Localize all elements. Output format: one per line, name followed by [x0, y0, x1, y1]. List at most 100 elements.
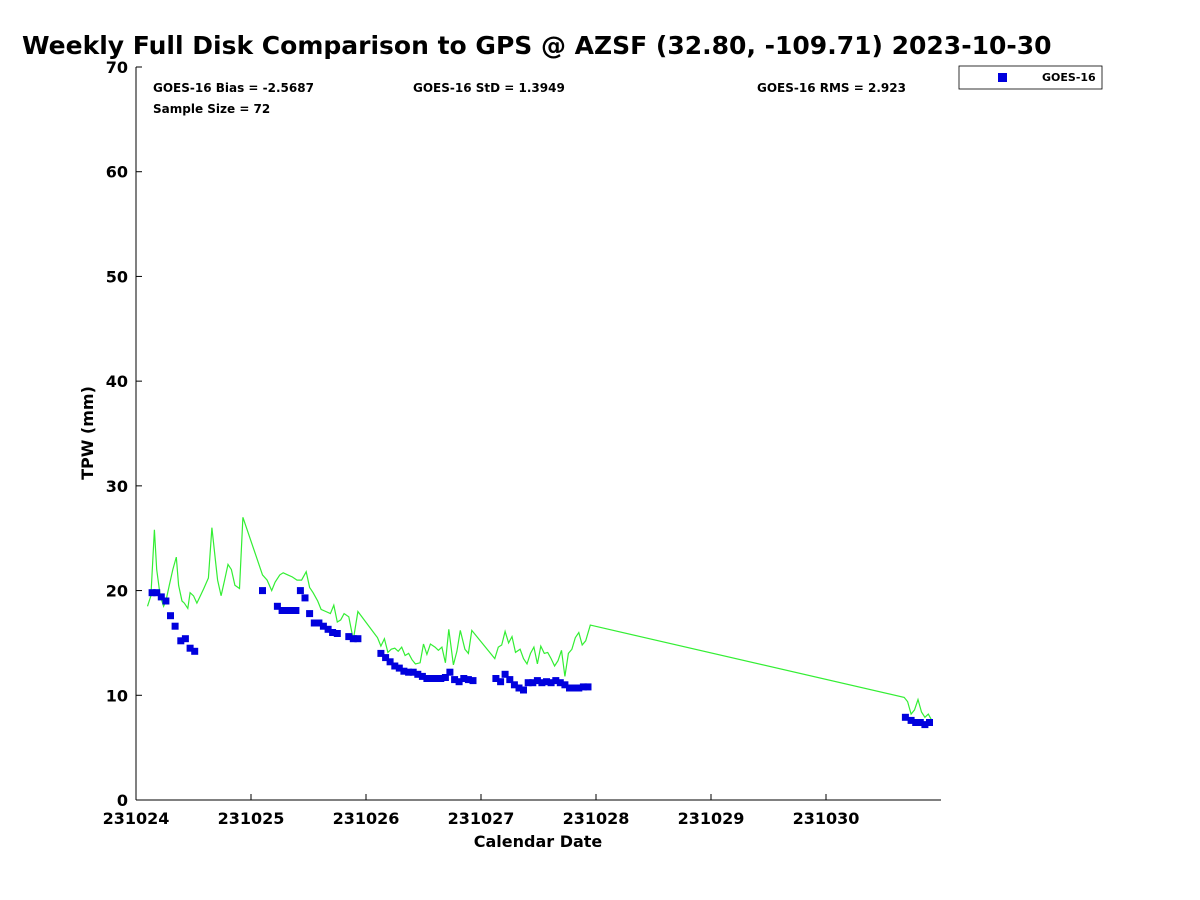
goes16-point: [533, 677, 541, 685]
goes16-point: [400, 667, 408, 675]
goes16-point: [492, 675, 500, 682]
legend: GOES-16: [958, 65, 1103, 90]
goes16-point: [283, 607, 291, 614]
y-tick-label: 0: [117, 791, 128, 810]
goes16-point: [418, 672, 426, 680]
goes16-point: [547, 679, 555, 687]
goes16-point: [186, 644, 194, 652]
legend-box: [958, 65, 1103, 90]
legend-marker-goes16: [998, 73, 1007, 82]
x-tick-label: 231024: [103, 809, 170, 828]
goes16-point: [167, 612, 174, 620]
goes16-point: [301, 594, 309, 602]
goes16-point: [148, 589, 156, 597]
goes16-point: [391, 662, 399, 670]
goes16-point: [912, 719, 920, 726]
x-tick-label: 231028: [563, 809, 630, 828]
goes16-point: [319, 622, 327, 630]
goes16-point: [579, 683, 587, 691]
y-tick-label: 70: [106, 58, 128, 77]
goes16-point: [543, 678, 550, 686]
goes16-point: [566, 684, 573, 692]
goes16-point: [428, 675, 435, 682]
goes16-point: [916, 719, 924, 726]
goes16-point: [153, 589, 161, 597]
goes16-point: [354, 635, 362, 643]
goes16-point: [345, 633, 353, 641]
goes16-point: [538, 679, 546, 687]
y-tick-label: 40: [106, 372, 128, 391]
goes16-point: [432, 675, 440, 682]
goes16-point: [926, 719, 933, 726]
goes16-point: [451, 676, 459, 684]
x-axis-ticks: 231024 231025 231026 231027 231028 231029 2310…: [103, 794, 860, 828]
goes16-point: [377, 649, 385, 657]
goes16-point: [306, 610, 314, 618]
goes16-point: [515, 684, 523, 692]
goes16-point: [423, 675, 431, 682]
goes16-point: [529, 679, 537, 687]
y-tick-label: 20: [106, 582, 128, 601]
goes16-point: [497, 678, 505, 686]
goes16-point: [414, 670, 422, 678]
goes16-point: [386, 658, 394, 666]
goes16-point: [171, 622, 179, 630]
x-axis-label: Calendar Date: [474, 832, 603, 851]
goes16-point: [157, 593, 165, 601]
std-stat: GOES-16 StD = 1.3949: [413, 81, 565, 95]
goes16-point: [405, 668, 413, 676]
goes16-point: [455, 678, 463, 686]
goes16-point: [501, 670, 509, 678]
legend-label-goes16: GOES-16: [1042, 71, 1096, 84]
gps-line: [146, 517, 933, 721]
goes16-point: [556, 679, 564, 687]
goes16-point: [292, 607, 300, 614]
x-tick-label: 231029: [678, 809, 745, 828]
goes16-point: [329, 629, 337, 636]
bias-stat: GOES-16 Bias = -2.5687: [153, 81, 314, 95]
goes16-point: [162, 597, 170, 605]
x-tick-label: 231025: [218, 809, 285, 828]
goes16-point: [333, 630, 341, 637]
goes16-point: [901, 713, 909, 721]
goes16-point: [570, 684, 578, 692]
goes16-point: [296, 587, 304, 595]
goes16-point: [921, 721, 929, 729]
goes16-point: [469, 677, 477, 685]
y-tick-label: 60: [106, 163, 128, 182]
goes16-point: [584, 683, 592, 691]
goes16-point: [310, 619, 318, 627]
goes16-point: [520, 686, 527, 694]
chart-title: Weekly Full Disk Comparison to GPS @ AZS…: [22, 31, 1052, 60]
goes16-point: [409, 668, 417, 676]
plot-area: 0 10 20 30 40 50 60 70 231024 231025 231026 231027…: [103, 58, 941, 828]
goes16-point: [575, 684, 583, 692]
goes16-point: [460, 675, 468, 682]
goes16-point: [191, 647, 199, 655]
goes16-point: [446, 668, 454, 676]
goes16-point: [349, 635, 357, 643]
goes-series-points: [148, 587, 933, 729]
y-axis-label: TPW (mm): [78, 386, 97, 480]
goes16-point: [382, 654, 390, 662]
goes16-point: [259, 587, 266, 595]
y-axis-ticks: 0 10 20 30 40 50 60 70: [106, 58, 142, 810]
sample-size-stat: Sample Size = 72: [153, 102, 270, 116]
gps-series-line: [146, 517, 933, 721]
x-tick-label: 231030: [793, 809, 860, 828]
goes16-point: [437, 675, 445, 682]
goes16-point: [315, 619, 323, 627]
goes16-point: [181, 635, 189, 643]
x-tick-label: 231026: [333, 809, 400, 828]
goes16-point: [506, 676, 514, 684]
goes16-point: [907, 716, 915, 724]
goes16-point: [177, 637, 185, 645]
y-tick-label: 10: [106, 686, 128, 705]
y-tick-label: 30: [106, 477, 128, 496]
goes16-point: [524, 679, 532, 687]
goes16-point: [324, 625, 332, 633]
goes16-point: [287, 607, 295, 614]
goes16-point: [510, 681, 518, 689]
goes16-point: [395, 664, 403, 672]
